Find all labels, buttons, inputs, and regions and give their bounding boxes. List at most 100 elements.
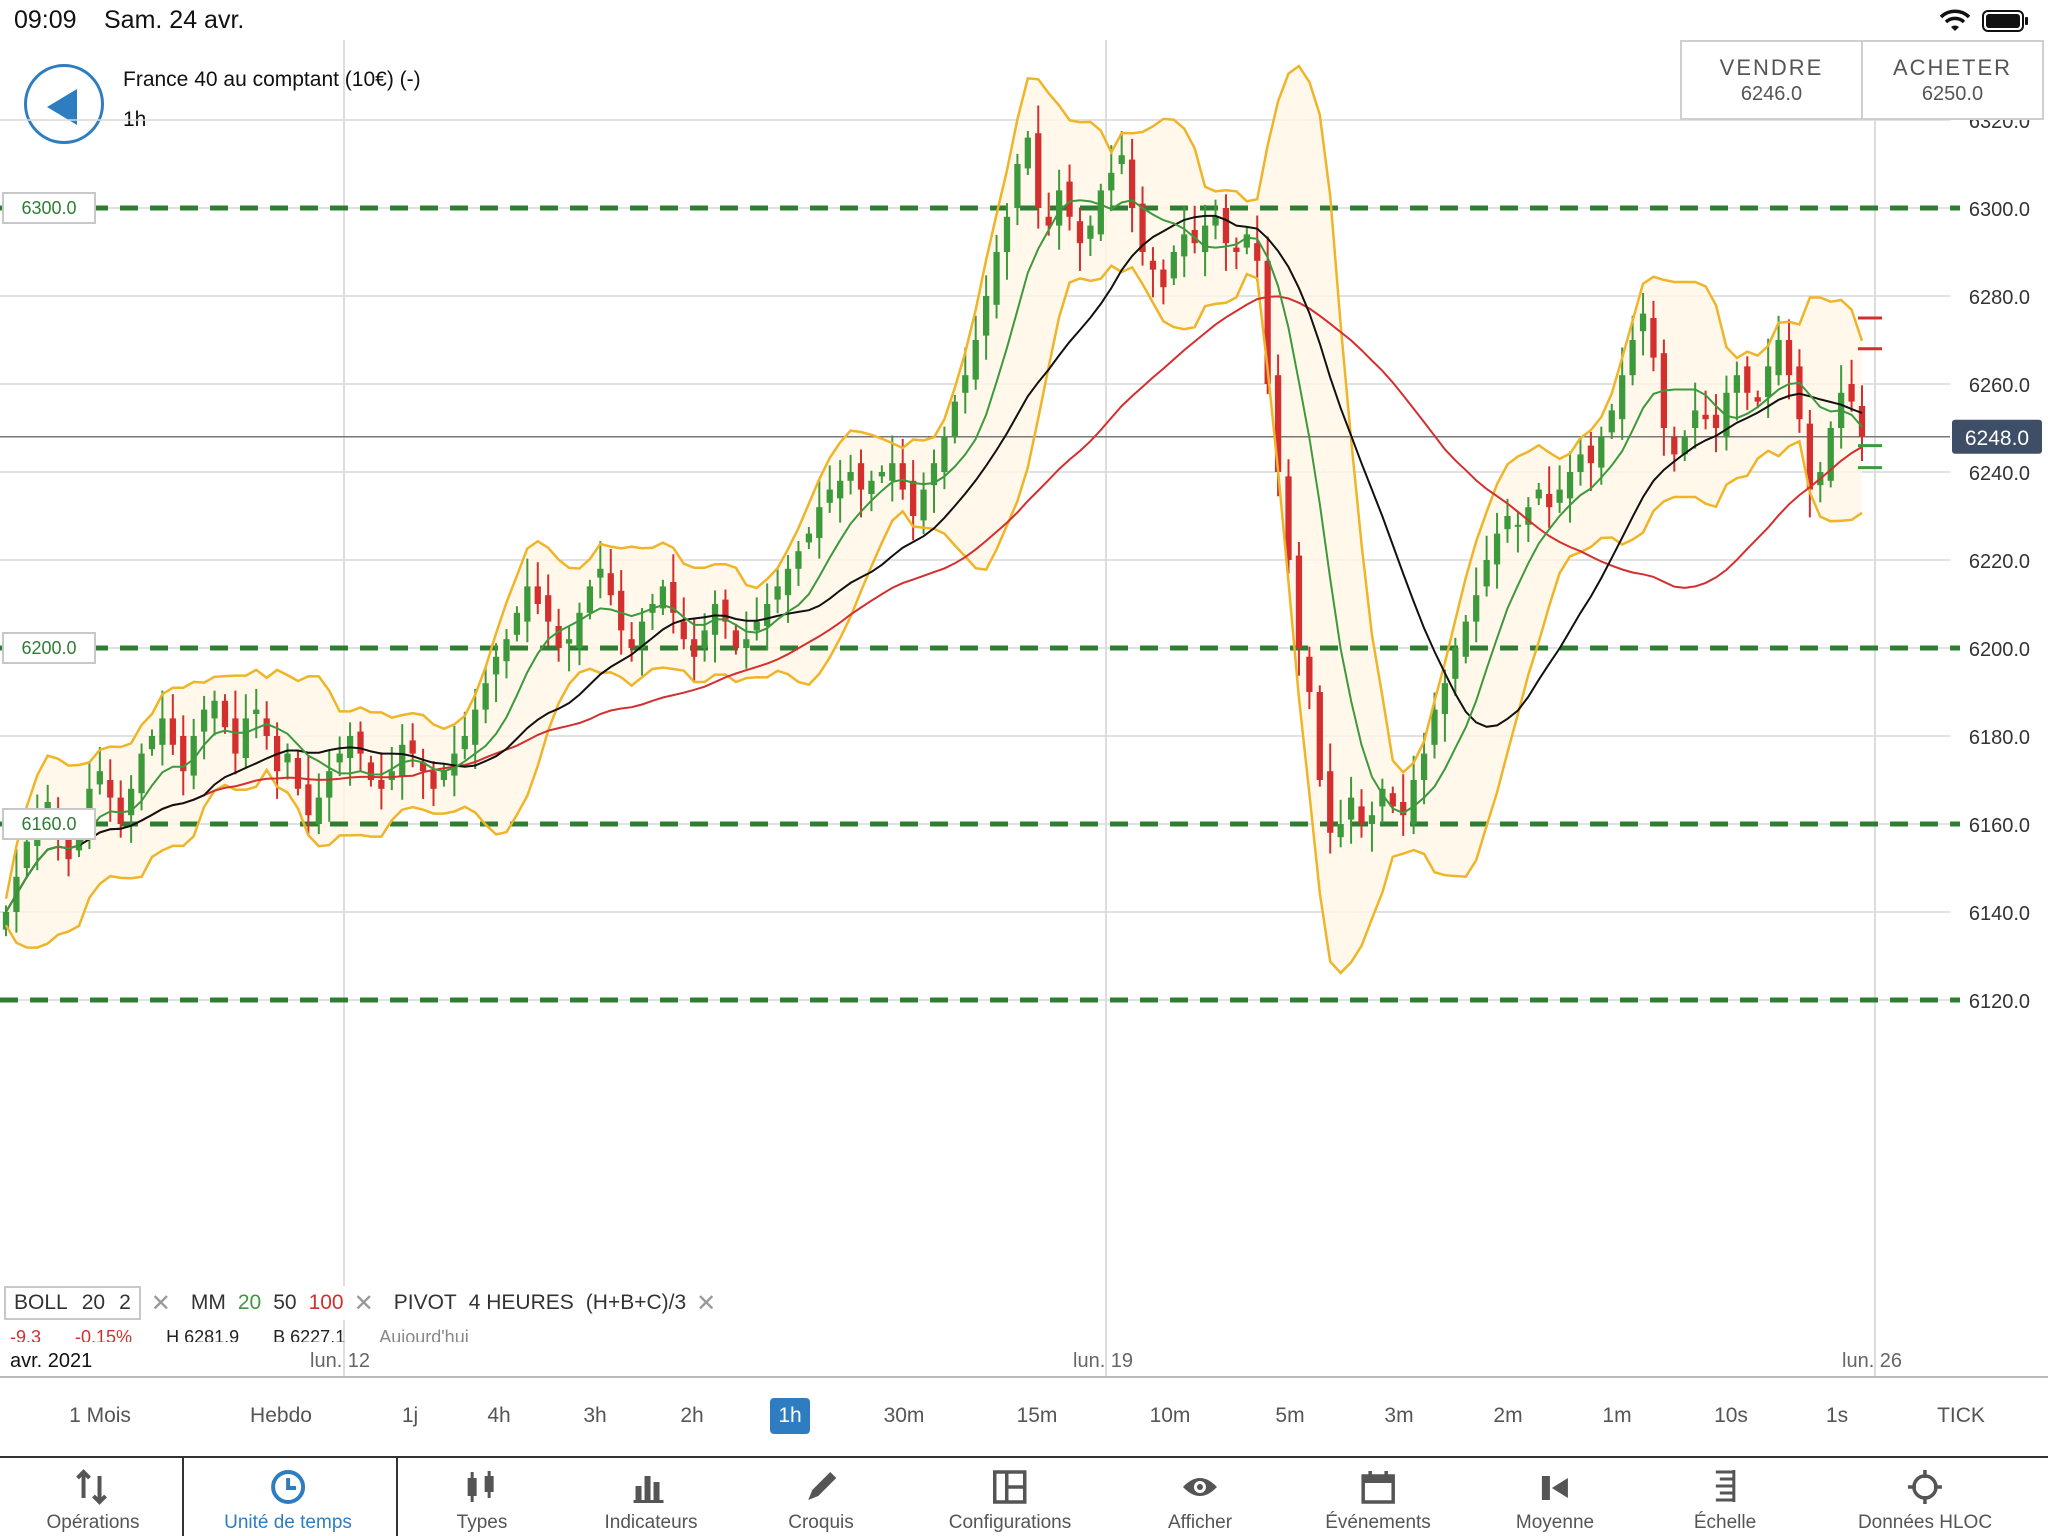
toolbar-eye-button[interactable]: Afficher [1168, 1458, 1232, 1536]
timeframe-2h[interactable]: 2h [680, 1404, 704, 1427]
level-box-6300[interactable]: 6300.0 [2, 192, 96, 224]
candle-body [1535, 489, 1542, 499]
candle [492, 643, 500, 703]
candle-body [597, 568, 604, 578]
candle [305, 756, 312, 836]
back-button[interactable] [24, 64, 104, 144]
toolbar-bars-button[interactable]: Indicateurs [605, 1458, 697, 1536]
candle [1222, 194, 1230, 271]
candle [1076, 207, 1084, 271]
candle-body [524, 586, 531, 622]
toolbar-crosshair-button[interactable]: Données HLOC [1858, 1458, 1992, 1536]
toolbar-arrows-updown-button[interactable]: Opérations [46, 1458, 140, 1536]
candle-body [1316, 692, 1323, 780]
timeframe-3h[interactable]: 3h [583, 1404, 607, 1427]
timeframe-2m[interactable]: 2m [1493, 1404, 1523, 1427]
candle [211, 690, 218, 736]
mm100-line [5, 295, 1863, 913]
candle-body [388, 771, 395, 780]
toolbar-pencil-button[interactable]: Croquis [788, 1458, 854, 1536]
candle-body [628, 639, 635, 648]
timeframe-1s[interactable]: 1s [1825, 1404, 1849, 1427]
candle-body [691, 639, 698, 657]
candle [482, 666, 489, 724]
timeframe-10s[interactable]: 10s [1714, 1404, 1748, 1427]
remove-mm-icon[interactable]: ✕ [353, 1289, 374, 1317]
candle [1619, 347, 1626, 440]
candle-body [607, 573, 614, 596]
mm-legend[interactable]: MM 20 50 100 [191, 1291, 344, 1315]
candle-body [253, 709, 260, 714]
candle [1410, 755, 1417, 835]
timeframe-tick[interactable]: TICK [1937, 1404, 1985, 1427]
mm50-line [5, 214, 1863, 913]
pivot-formula: (H+B+C)/3 [585, 1291, 687, 1314]
mm-period-100: 100 [308, 1291, 344, 1314]
timeframe-30m[interactable]: 30m [883, 1404, 925, 1427]
candle-body [1504, 516, 1511, 530]
candle [180, 715, 187, 796]
timeframe-4h[interactable]: 4h [487, 1404, 511, 1427]
candle-body [920, 489, 927, 521]
toolbar-calendar-button[interactable]: Événements [1325, 1458, 1431, 1536]
candle-body [1462, 621, 1469, 657]
candle-body [701, 630, 708, 648]
timeframe-5m[interactable]: 5m [1275, 1404, 1305, 1427]
date-label-lun-12: lun. 12 [310, 1350, 371, 1372]
candle [127, 775, 135, 843]
toolbar-scale-button[interactable]: Échelle [1694, 1458, 1756, 1536]
timeframe-15m[interactable]: 15m [1016, 1404, 1058, 1427]
timeframe-hebdo[interactable]: Hebdo [250, 1404, 312, 1427]
candle [1827, 421, 1834, 488]
toolbar-candles-button[interactable]: Types [457, 1458, 507, 1536]
back-arrow-icon [47, 89, 77, 125]
timeframe-3m[interactable]: 3m [1384, 1404, 1414, 1427]
remove-pivot-icon[interactable]: ✕ [696, 1289, 717, 1317]
candle-body [1671, 436, 1678, 455]
price-chart[interactable]: 6320.06300.06280.06260.06240.06220.06200… [0, 40, 2048, 1380]
candle-body [1619, 375, 1626, 420]
candle-body [565, 639, 573, 644]
candle-body [1681, 436, 1688, 455]
buy-button[interactable]: ACHETER 6250.0 [1861, 42, 2042, 118]
timeframe-10m[interactable]: 10m [1149, 1404, 1191, 1427]
candle [889, 435, 896, 502]
sell-button[interactable]: VENDRE 6246.0 [1682, 42, 1861, 118]
candle-body [430, 771, 437, 789]
level-box-6160[interactable]: 6160.0 [2, 808, 96, 840]
eye-icon [1182, 1478, 1217, 1496]
boll-legend[interactable]: BOLL 20 2 [4, 1286, 141, 1320]
candle [545, 574, 552, 646]
candle-body [1556, 489, 1563, 503]
remove-boll-icon[interactable]: ✕ [150, 1289, 171, 1317]
candle [200, 695, 208, 760]
candle [1285, 459, 1292, 574]
candle [96, 747, 103, 795]
toolbar-label: Moyenne [1515, 1512, 1595, 1533]
candle [1400, 774, 1407, 836]
toolbar-layout-button[interactable]: Configurations [949, 1458, 1071, 1536]
current-price-tag: 6248.0 [1952, 419, 2042, 454]
candle-body [1514, 524, 1522, 527]
candle-body [1337, 824, 1344, 838]
level-box-6200[interactable]: 6200.0 [2, 632, 96, 664]
crosshair-icon [1908, 1470, 1942, 1504]
candle-body [1754, 397, 1761, 402]
timeframe-1j[interactable]: 1j [401, 1404, 419, 1427]
candle-body [837, 480, 844, 499]
candle-body [1285, 476, 1292, 560]
toolbar-clock-button[interactable]: Unité de temps [224, 1458, 352, 1536]
timeframe-1m[interactable]: 1m [1602, 1404, 1632, 1427]
y-tick-label: 6160.0 [1969, 815, 2030, 837]
pivot-legend[interactable]: PIVOT 4 HEURES (H+B+C)/3 [394, 1291, 686, 1315]
candle [805, 527, 813, 549]
candle [534, 562, 541, 615]
candle [263, 701, 270, 750]
toolbar-label: Opérations [46, 1512, 140, 1533]
candle-body [2, 912, 10, 930]
timeframe-1-mois[interactable]: 1 Mois [69, 1404, 131, 1427]
candle-body [1473, 595, 1480, 622]
toolbar-average-button[interactable]: Moyenne [1516, 1458, 1594, 1536]
candle [1535, 483, 1542, 505]
timeframe-1h[interactable]: 1h [770, 1398, 810, 1434]
